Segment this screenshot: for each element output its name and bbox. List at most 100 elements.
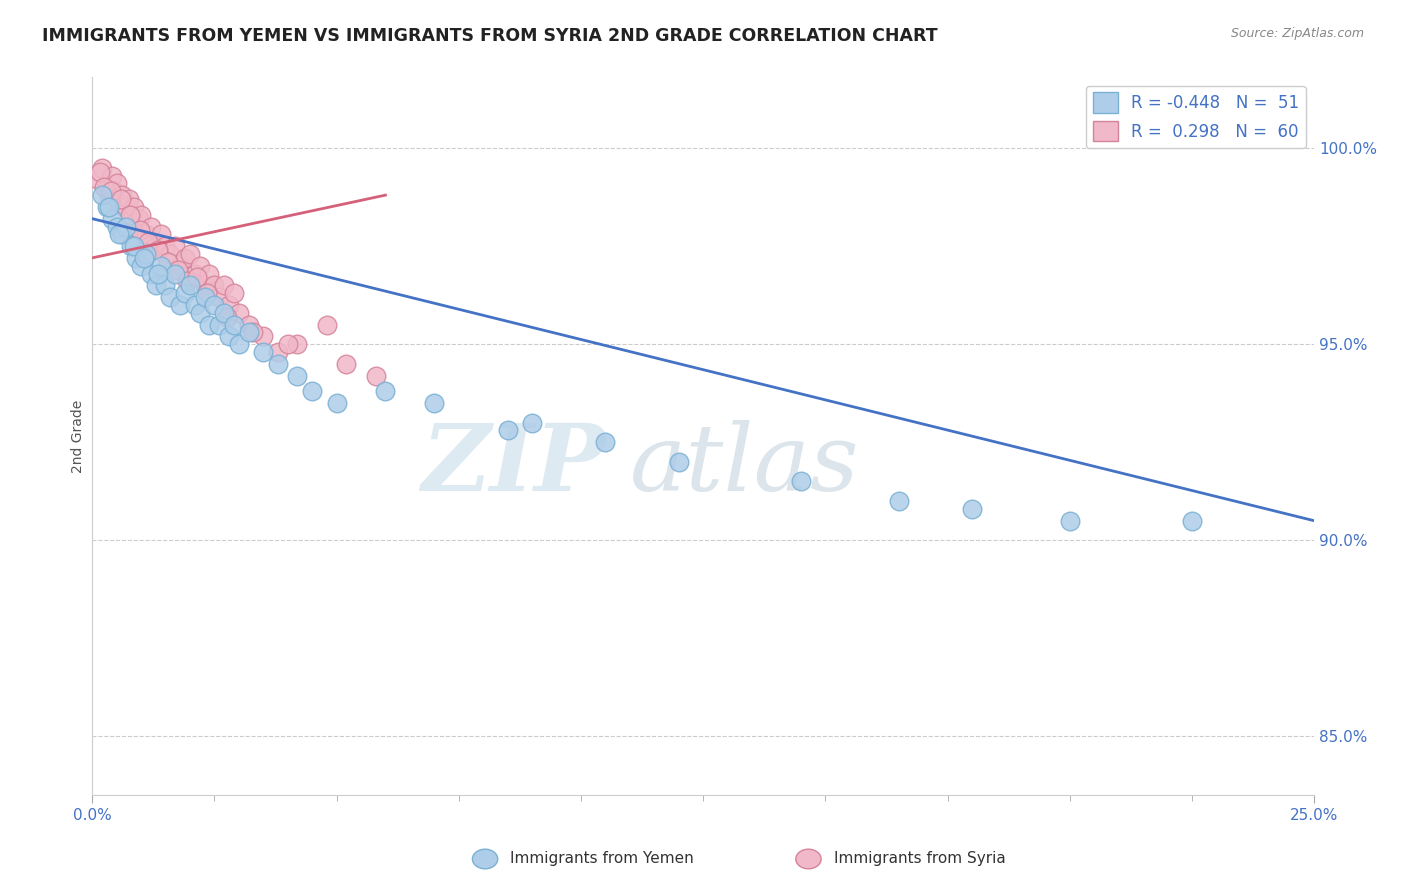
Point <box>91 188 114 202</box>
Point <box>135 227 157 242</box>
Point <box>222 286 245 301</box>
Point <box>222 318 245 332</box>
Legend: R = -0.448   N =  51, R =  0.298   N =  60: R = -0.448 N = 51, R = 0.298 N = 60 <box>1085 86 1306 148</box>
Point <box>364 368 387 383</box>
Point <box>98 188 121 202</box>
Text: atlas: atlas <box>630 420 859 510</box>
Point <box>198 267 221 281</box>
Point <box>122 200 145 214</box>
Point <box>252 329 274 343</box>
Text: Source: ZipAtlas.com: Source: ZipAtlas.com <box>1230 27 1364 40</box>
Point <box>520 416 543 430</box>
Point <box>129 223 152 237</box>
Point <box>1059 514 1081 528</box>
Point <box>301 384 323 399</box>
Point <box>887 494 910 508</box>
Point <box>267 357 290 371</box>
Point <box>110 188 132 202</box>
Text: IMMIGRANTS FROM YEMEN VS IMMIGRANTS FROM SYRIA 2ND GRADE CORRELATION CHART: IMMIGRANTS FROM YEMEN VS IMMIGRANTS FROM… <box>42 27 938 45</box>
Point <box>176 274 198 288</box>
Point <box>165 267 187 281</box>
Point <box>668 455 690 469</box>
Point <box>1181 514 1204 528</box>
Point <box>252 345 274 359</box>
Point <box>374 384 396 399</box>
Point <box>139 267 162 281</box>
Point <box>155 278 177 293</box>
Point <box>212 278 235 293</box>
Point <box>125 251 148 265</box>
Point <box>242 326 264 340</box>
Point <box>110 227 132 242</box>
Point <box>228 337 250 351</box>
Point <box>156 255 179 269</box>
Point <box>287 368 309 383</box>
Point <box>202 298 225 312</box>
Point <box>195 286 218 301</box>
Point <box>89 164 111 178</box>
Point <box>105 177 128 191</box>
Point <box>238 326 260 340</box>
Point <box>174 286 197 301</box>
Point <box>105 219 128 234</box>
Point <box>166 262 188 277</box>
Point <box>98 200 121 214</box>
Point <box>335 357 357 371</box>
Point <box>277 337 299 351</box>
Point <box>267 345 290 359</box>
Point <box>122 239 145 253</box>
Point <box>169 298 191 312</box>
Point <box>188 306 211 320</box>
Point <box>218 329 240 343</box>
Point <box>194 278 217 293</box>
Point <box>132 251 155 265</box>
Point <box>215 310 238 324</box>
Text: ZIP: ZIP <box>422 420 606 510</box>
Point <box>179 247 201 261</box>
Point <box>423 396 446 410</box>
Point <box>960 502 983 516</box>
Point <box>112 200 135 214</box>
Text: Immigrants from Yemen: Immigrants from Yemen <box>510 852 695 866</box>
Point <box>100 184 122 198</box>
Y-axis label: 2nd Grade: 2nd Grade <box>72 400 86 473</box>
Point <box>93 180 115 194</box>
Point <box>108 227 131 242</box>
Point <box>595 435 617 450</box>
Point <box>145 278 167 293</box>
Point <box>100 211 122 226</box>
Point <box>238 318 260 332</box>
Point <box>146 267 169 281</box>
Point <box>188 259 211 273</box>
Point <box>138 235 160 250</box>
Point <box>198 318 221 332</box>
Point <box>110 192 132 206</box>
Point <box>139 219 162 234</box>
Point <box>108 196 131 211</box>
Point <box>120 239 142 253</box>
Point <box>287 337 309 351</box>
Point <box>135 247 157 261</box>
Point <box>96 200 118 214</box>
Point <box>120 208 142 222</box>
Point <box>159 290 181 304</box>
Point <box>120 211 142 226</box>
Point <box>149 227 172 242</box>
Point <box>790 475 813 489</box>
Point <box>146 243 169 257</box>
Point <box>496 424 519 438</box>
Point <box>165 239 187 253</box>
Point <box>218 298 240 312</box>
Point <box>129 259 152 273</box>
Point <box>325 396 347 410</box>
Point <box>208 290 231 304</box>
Point <box>174 251 197 265</box>
Point <box>118 192 141 206</box>
Point <box>100 169 122 183</box>
Point <box>129 208 152 222</box>
Point <box>125 219 148 234</box>
Point <box>186 270 208 285</box>
Point <box>159 247 181 261</box>
Point <box>96 180 118 194</box>
Point <box>184 298 207 312</box>
